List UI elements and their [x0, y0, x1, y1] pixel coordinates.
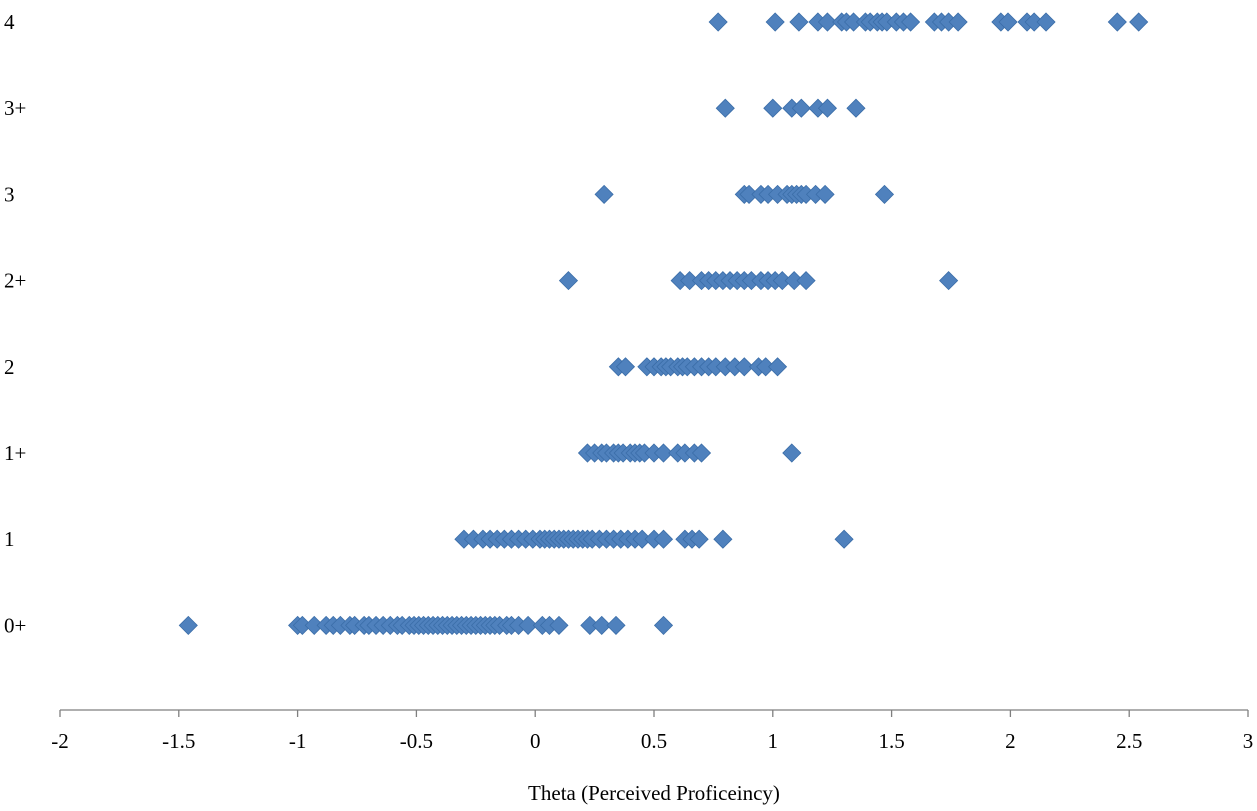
y-category-label: 2 [4, 355, 15, 379]
x-tick-label: -2 [51, 729, 69, 753]
data-point [178, 615, 198, 635]
data-point [653, 529, 674, 549]
data-point [594, 184, 614, 204]
x-tick-label: 2 [1005, 729, 1016, 753]
data-point [715, 98, 735, 118]
data-point [796, 271, 816, 291]
x-tick-label: -0.5 [400, 729, 433, 753]
x-tick-label: 1 [768, 729, 779, 753]
data-point [834, 529, 854, 549]
data-point [789, 12, 809, 32]
y-category-label: 0+ [4, 613, 26, 637]
data-point [846, 98, 866, 118]
data-point [765, 12, 785, 32]
data-point [817, 98, 838, 118]
x-tick-label: 0 [530, 729, 541, 753]
y-category-label: 3+ [4, 96, 26, 120]
x-axis-title: Theta (Perceived Proficeincy) [528, 781, 780, 805]
x-tick-label: 1.5 [878, 729, 904, 753]
data-point [939, 271, 959, 291]
data-point [791, 98, 811, 118]
y-category-label: 2+ [4, 269, 26, 293]
y-axis-labels: 0+ 1 1+ 2 2+ 3 3+ 4 [4, 10, 26, 637]
data-point [689, 529, 709, 549]
data-point [767, 357, 788, 377]
data-point [653, 443, 674, 463]
data-point [948, 12, 968, 32]
data-point [691, 443, 712, 463]
y-category-label: 4 [4, 10, 15, 34]
data-point [558, 271, 579, 291]
data-point [518, 615, 538, 635]
data-point [708, 12, 728, 32]
x-tick-label: -1.5 [162, 729, 195, 753]
x-tick-label: 0.5 [641, 729, 667, 753]
data-point [998, 12, 1018, 32]
data-point [1129, 12, 1149, 32]
x-axis-ticks: -2 -1.5 -1 -0.5 0 0.5 1 1.5 2 2.5 3 [51, 710, 1253, 753]
y-category-label: 1+ [4, 441, 26, 465]
x-tick-label: 3 [1243, 729, 1254, 753]
data-point [592, 615, 612, 635]
data-point [713, 529, 733, 549]
y-category-label: 1 [4, 527, 15, 551]
data-point [817, 12, 838, 32]
data-point [815, 184, 835, 204]
x-tick-label: 2.5 [1116, 729, 1142, 753]
y-category-label: 3 [4, 182, 15, 206]
x-tick-label: -1 [289, 729, 307, 753]
data-point [763, 98, 783, 118]
data-point [606, 615, 626, 635]
data-point [782, 443, 802, 463]
data-point [874, 184, 895, 204]
data-point [549, 615, 569, 635]
data-point [1107, 12, 1127, 32]
data-point [734, 357, 754, 377]
data-point [615, 357, 636, 377]
data-point [1036, 12, 1056, 32]
data-point [653, 615, 674, 635]
data-points [178, 12, 1149, 635]
data-point [901, 12, 921, 32]
